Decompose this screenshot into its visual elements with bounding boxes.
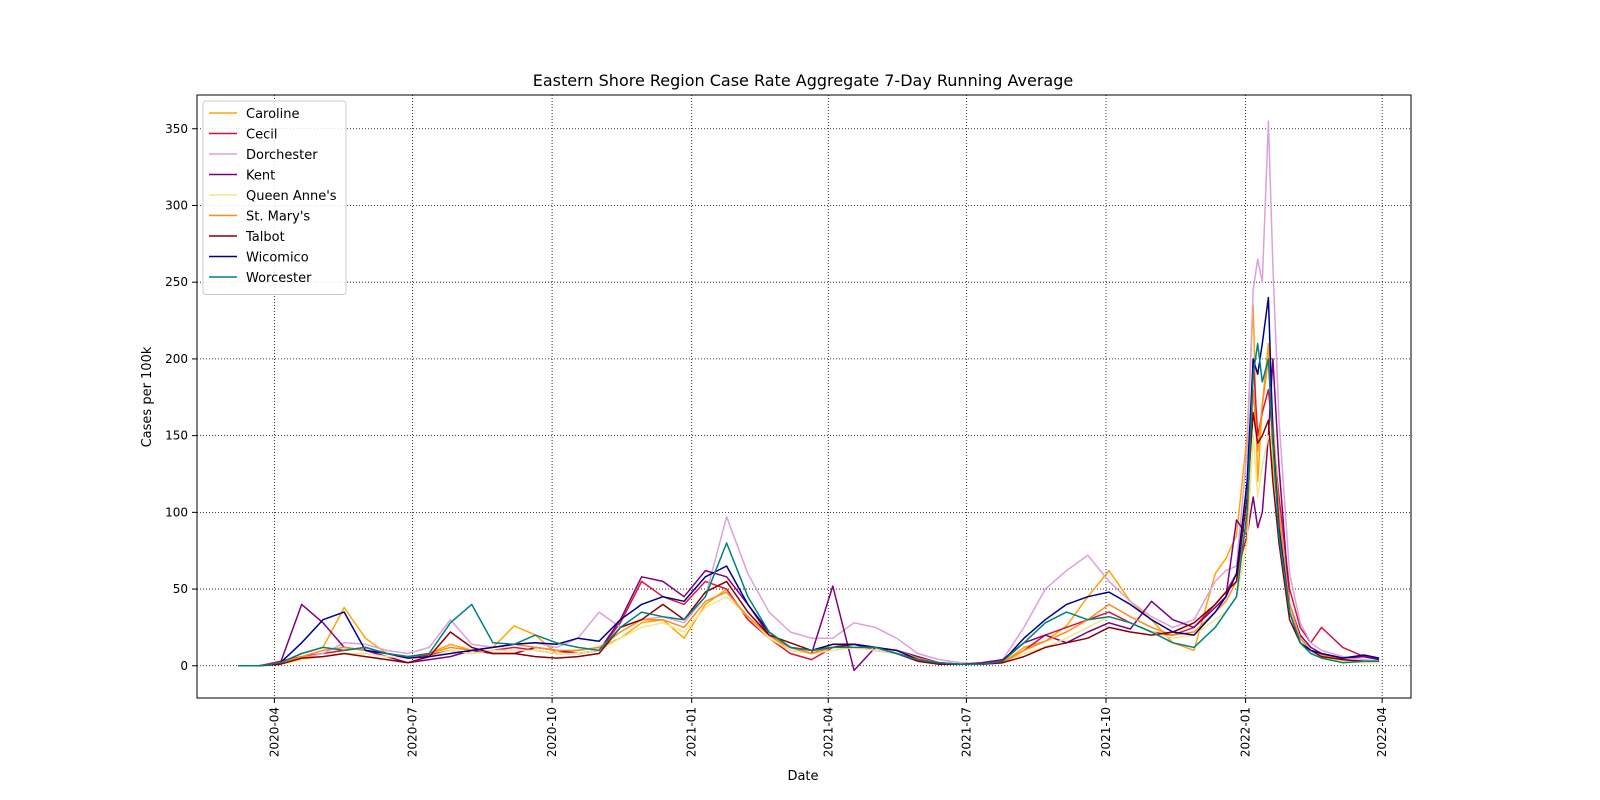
legend-label: Queen Anne's <box>246 189 337 204</box>
series-line-worcester <box>238 342 1380 667</box>
x-tick-label: 2022-01 <box>1239 707 1253 757</box>
y-tick-label: 0 <box>180 659 188 673</box>
y-tick-label: 200 <box>165 352 188 366</box>
series-line-dorchester <box>238 120 1380 667</box>
x-tick-label: 2022-04 <box>1375 707 1389 757</box>
x-tick-label: 2020-07 <box>405 707 419 757</box>
y-tick-label: 250 <box>165 275 188 289</box>
x-tick-label: 2021-10 <box>1099 707 1113 757</box>
legend-label: Talbot <box>245 230 285 245</box>
series-lines <box>238 120 1380 672</box>
legend: Caroline Cecil Dorchester Kent Queen Anne's S… <box>202 100 347 295</box>
y-tick-label: 300 <box>165 198 188 212</box>
grid-lines <box>197 95 1411 698</box>
legend-label: Worcester <box>246 271 312 286</box>
plot-area-frame <box>196 94 1412 699</box>
legend-box <box>202 100 347 295</box>
y-tick-label: 150 <box>165 429 188 443</box>
y-tick-label: 350 <box>165 122 188 136</box>
legend-label: Dorchester <box>246 148 318 163</box>
x-tick-label: 2021-07 <box>959 707 973 757</box>
series-line-wicomico <box>238 296 1380 667</box>
x-tick-label: 2020-04 <box>267 707 281 757</box>
chart-title: Eastern Shore Region Case Rate Aggregate… <box>533 71 1073 90</box>
y-tick-label: 50 <box>173 582 188 596</box>
legend-label: St. Mary's <box>246 210 310 225</box>
axes: 2020-04 2020-07 2020-10 2021-01 2021-04 2021-… <box>165 122 1389 757</box>
y-tick-label: 100 <box>165 505 188 519</box>
x-tick-label: 2020-10 <box>545 707 559 757</box>
y-axis-label: Cases per 100k <box>140 346 155 447</box>
x-tick-label: 2021-04 <box>821 707 835 757</box>
legend-label: Wicomico <box>246 251 309 266</box>
x-axis-label: Date <box>787 769 818 784</box>
legend-label: Kent <box>246 169 275 184</box>
legend-label: Cecil <box>246 128 277 143</box>
legend-label: Caroline <box>246 107 300 122</box>
x-tick-label: 2021-01 <box>685 707 699 757</box>
